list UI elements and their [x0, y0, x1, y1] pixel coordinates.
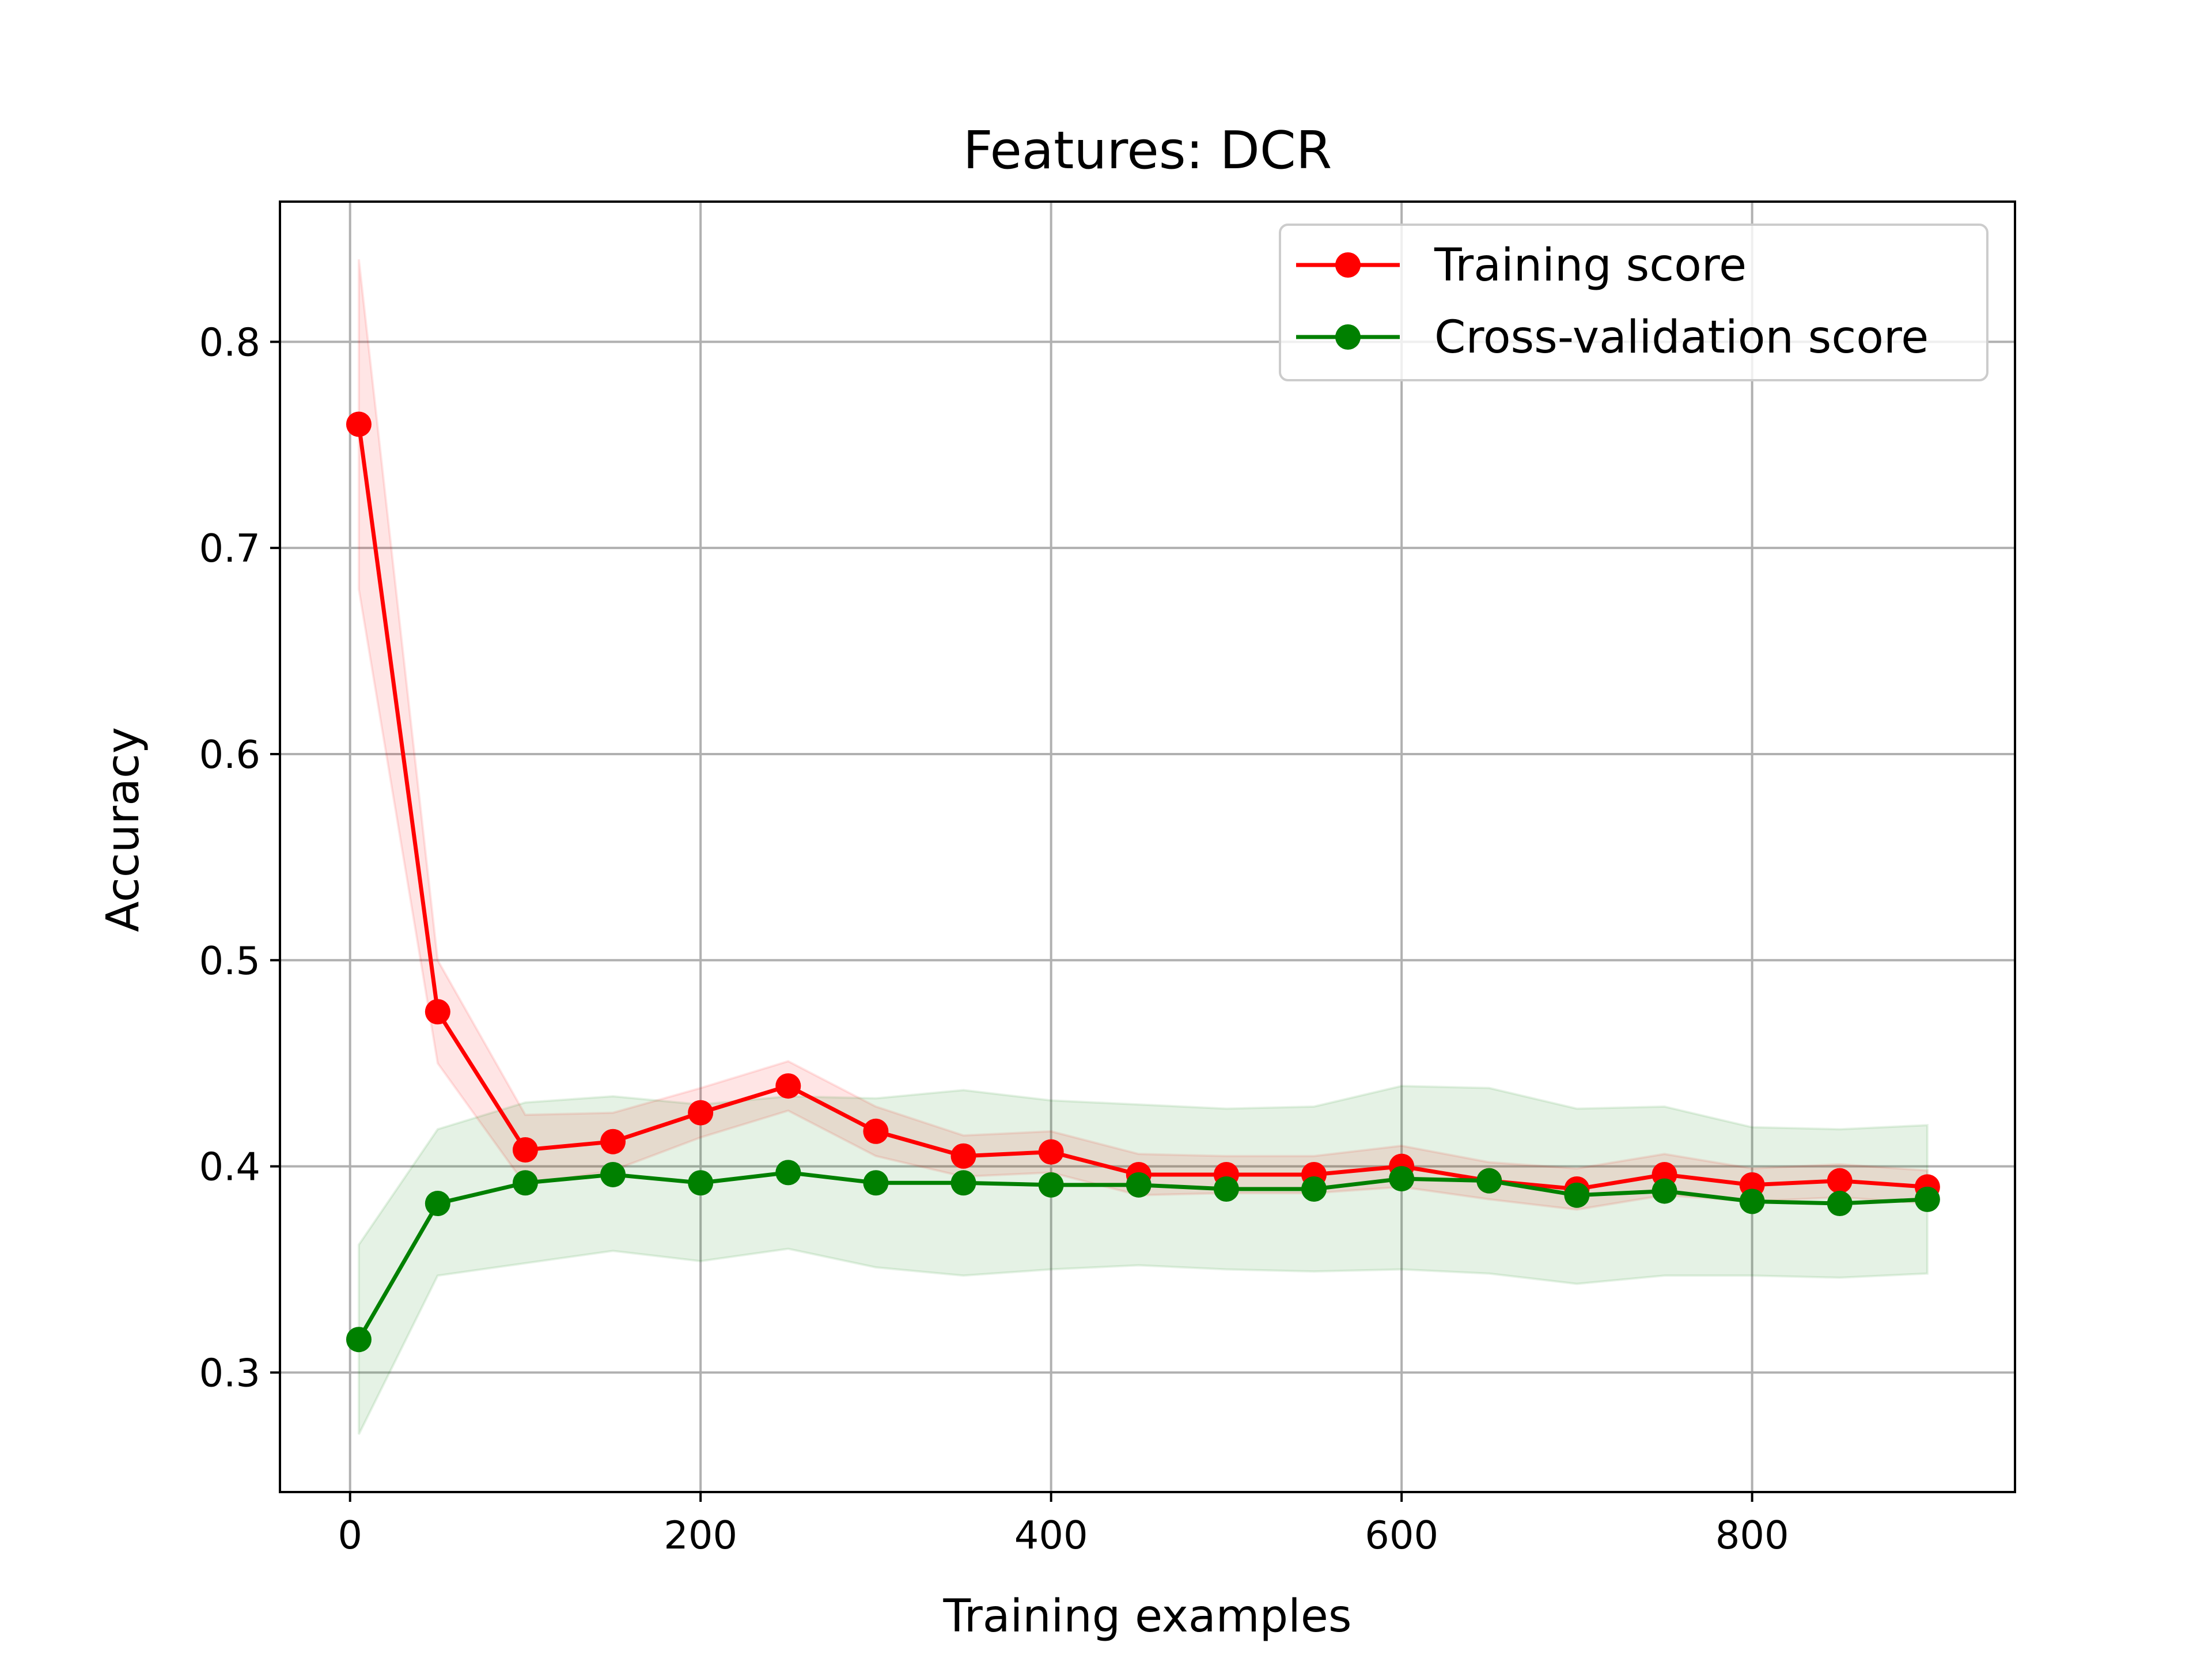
y-tick-label: 0.3 [199, 1350, 260, 1395]
y-tick-label: 0.7 [199, 526, 260, 571]
data-point-cv [1213, 1176, 1239, 1202]
y-tick-label: 0.6 [199, 732, 260, 777]
y-tick-label: 0.8 [199, 320, 260, 365]
data-point-cv [1564, 1182, 1590, 1208]
data-point-training [863, 1118, 889, 1144]
data-point-training [425, 999, 450, 1025]
data-point-cv [1038, 1172, 1064, 1198]
data-point-cv [1476, 1168, 1502, 1194]
legend: Training score Cross-validation score [1279, 224, 1988, 381]
data-point-cv [1827, 1191, 1853, 1217]
data-point-cv [346, 1327, 372, 1353]
chart-title: Features: DCR [963, 120, 1332, 181]
data-point-training [688, 1100, 714, 1126]
x-axis-label: Training examples [943, 1591, 1352, 1642]
y-axis-label: Accuracy [97, 727, 149, 932]
data-point-training [1827, 1168, 1853, 1194]
data-point-cv [1301, 1176, 1327, 1202]
data-point-training [346, 411, 372, 437]
data-point-cv [600, 1161, 626, 1187]
data-point-cv [512, 1170, 538, 1196]
data-point-cv [863, 1170, 889, 1196]
x-tick-label: 400 [1014, 1513, 1088, 1558]
plot-frame [279, 200, 2016, 1493]
legend-box [1279, 224, 1988, 381]
data-point-training [950, 1143, 976, 1169]
x-tick-label: 600 [1365, 1513, 1438, 1558]
data-point-cv [1126, 1172, 1152, 1198]
series-lines [346, 411, 1940, 1353]
y-tick-label: 0.5 [199, 938, 260, 983]
x-tick-label: 800 [1715, 1513, 1789, 1558]
data-point-training [600, 1129, 626, 1154]
legend-training-label: Training score [1434, 240, 1747, 291]
data-point-cv [1739, 1188, 1765, 1214]
confidence-band-cv [357, 1085, 1929, 1435]
data-point-cv [950, 1170, 976, 1196]
data-point-cv [1389, 1166, 1415, 1192]
data-point-cv [775, 1160, 801, 1186]
data-point-training [1038, 1139, 1064, 1165]
data-point-cv [1652, 1178, 1677, 1204]
data-point-training [775, 1073, 801, 1099]
legend-training-marker [1335, 252, 1361, 278]
data-point-cv [688, 1170, 714, 1196]
data-point-cv [425, 1191, 450, 1217]
x-tick-label: 0 [338, 1513, 362, 1558]
data-point-training [512, 1137, 538, 1163]
legend-cv-label: Cross-validation score [1434, 312, 1929, 364]
data-point-cv [1914, 1186, 1940, 1212]
legend-cv-marker [1335, 324, 1361, 350]
axis-ticks: 0 200 400 600 800 0.3 0.4 0.5 0.6 0.7 0.8 [199, 320, 1789, 1558]
y-tick-label: 0.4 [199, 1145, 260, 1190]
x-tick-label: 200 [664, 1513, 737, 1558]
